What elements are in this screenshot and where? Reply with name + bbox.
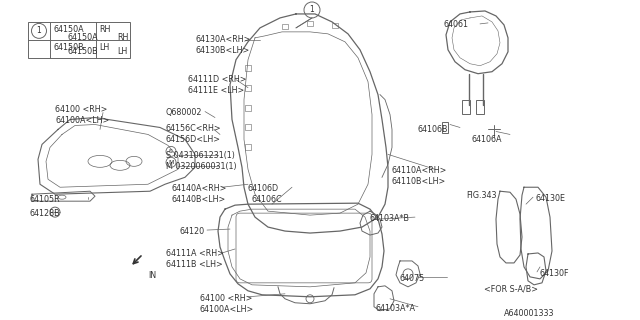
Text: 64100 <RH>: 64100 <RH> (200, 294, 252, 303)
Text: 64100A<LH>: 64100A<LH> (55, 116, 109, 124)
Text: RH: RH (117, 33, 129, 42)
Text: 1: 1 (310, 5, 314, 14)
Text: 64140B<LH>: 64140B<LH> (172, 195, 227, 204)
Text: 64106D: 64106D (247, 184, 278, 193)
Text: 64110B<LH>: 64110B<LH> (392, 177, 446, 186)
Text: Q680002: Q680002 (166, 108, 202, 116)
Text: RH: RH (99, 25, 110, 34)
Text: LH: LH (117, 47, 127, 56)
Text: 64103A*B: 64103A*B (370, 214, 410, 223)
Bar (245, 85, 251, 91)
Text: 64111E <LH>: 64111E <LH> (188, 86, 244, 95)
Text: 64106C: 64106C (252, 195, 283, 204)
Text: 64103A*A: 64103A*A (375, 304, 415, 313)
Text: 64156D<LH>: 64156D<LH> (166, 135, 221, 144)
Bar (245, 105, 251, 110)
Text: FIG.343: FIG.343 (466, 191, 497, 200)
Text: 64061: 64061 (444, 20, 469, 29)
Text: 64111B <LH>: 64111B <LH> (166, 260, 223, 269)
Bar (442, 122, 448, 133)
Text: 64150A: 64150A (53, 25, 84, 34)
Text: M 0320060031(1): M 0320060031(1) (166, 162, 237, 171)
Text: 64100A<LH>: 64100A<LH> (200, 305, 254, 314)
Text: 64150B: 64150B (67, 47, 98, 56)
Text: S: S (169, 149, 173, 154)
Text: <FOR S-A/B>: <FOR S-A/B> (484, 285, 538, 294)
Text: A640001333: A640001333 (504, 309, 554, 318)
Text: 64110A<RH>: 64110A<RH> (392, 166, 447, 175)
Text: 64140A<RH>: 64140A<RH> (172, 184, 227, 193)
Bar (245, 144, 251, 150)
Text: 64150B: 64150B (53, 43, 84, 52)
Bar (28, 22, 130, 58)
Text: 64106A: 64106A (472, 135, 502, 144)
Text: S 0431061231(1): S 0431061231(1) (166, 151, 235, 160)
Text: IN: IN (148, 271, 156, 280)
Text: 64150A: 64150A (67, 33, 98, 42)
Text: 64106B: 64106B (418, 125, 449, 134)
Bar (332, 23, 338, 28)
Text: 1: 1 (36, 26, 42, 36)
Bar (245, 65, 251, 71)
Bar (462, 100, 470, 114)
Text: 64130A<RH>: 64130A<RH> (196, 35, 252, 44)
Text: 64111A <RH>: 64111A <RH> (166, 249, 224, 258)
Text: 64130B<LH>: 64130B<LH> (196, 46, 250, 55)
Text: 64075: 64075 (400, 274, 425, 283)
Bar (245, 124, 251, 131)
Text: LH: LH (99, 43, 109, 52)
Text: 64100 <RH>: 64100 <RH> (55, 105, 108, 114)
Text: 64130F: 64130F (540, 269, 570, 278)
Text: 64128B: 64128B (30, 209, 61, 218)
Text: M: M (168, 160, 173, 165)
Text: 64111D <RH>: 64111D <RH> (188, 75, 246, 84)
Text: 64156C<RH>: 64156C<RH> (166, 124, 221, 133)
Bar (282, 24, 288, 29)
Bar (476, 100, 484, 114)
Text: 64130E: 64130E (536, 194, 566, 203)
Bar (307, 21, 313, 26)
Text: 64120: 64120 (179, 227, 204, 236)
Text: 64105R: 64105R (30, 195, 61, 204)
